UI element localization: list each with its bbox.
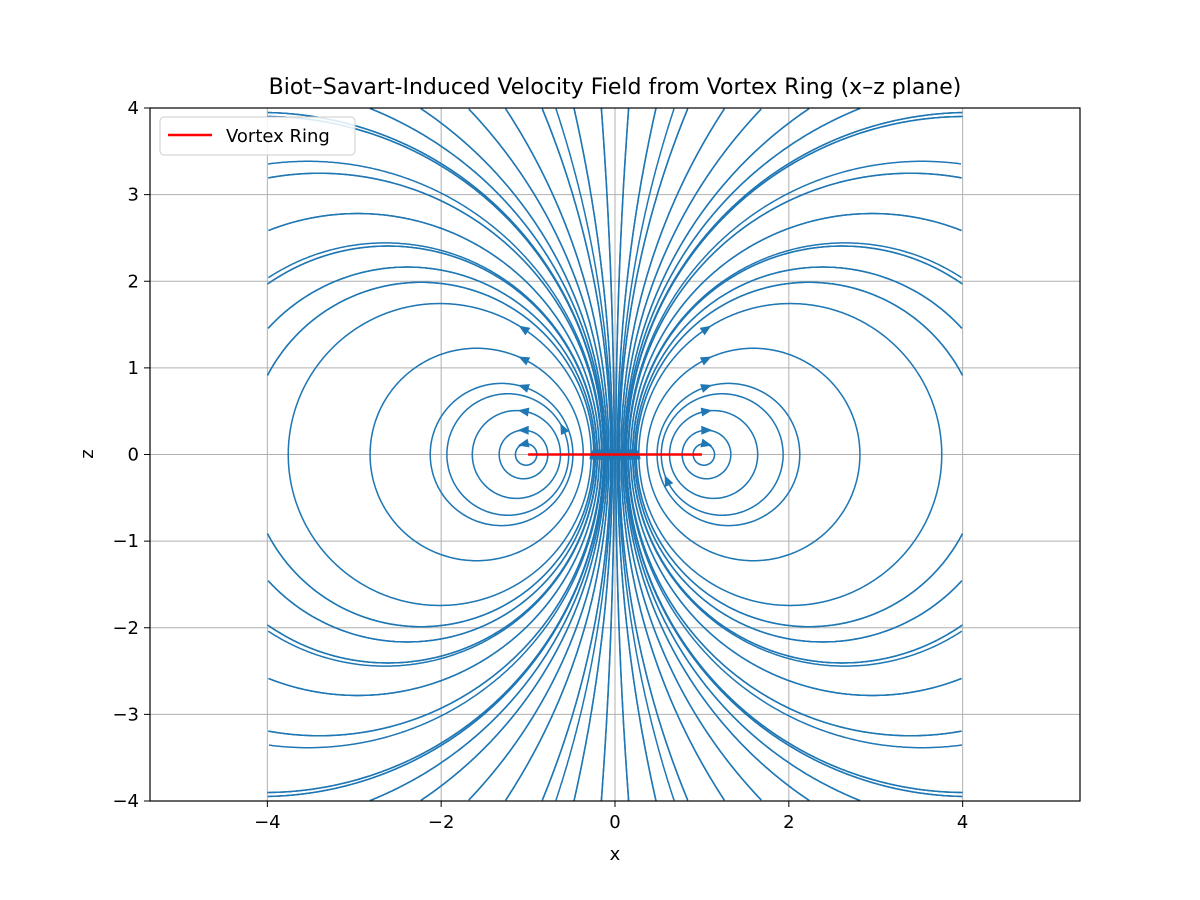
legend-label-vortex-ring: Vortex Ring [226,126,330,147]
stream-arrow [699,356,712,366]
stream-arrow [517,407,530,417]
stream-arrow [517,438,530,448]
stream-arrow [700,384,713,393]
y-tick-label: 1 [128,358,139,379]
stream-arrow [700,438,713,448]
stream-arrow [517,425,529,435]
y-tick-label: 0 [128,445,139,466]
y-axis-label: z [77,449,98,458]
x-axis-label: x [610,844,621,865]
y-tick-label: 4 [128,98,139,119]
y-tick-label: 2 [128,271,139,292]
ticks: −4 −2 0 2 4 −4 −3 −2 −1 0 1 2 3 4 [112,98,968,833]
y-tick-label: −2 [112,618,139,639]
stream-arrow [699,325,712,336]
x-tick-label: 2 [783,812,794,833]
stream-arrow [518,325,531,336]
stream-arrow [560,423,570,435]
stream-arrow [517,384,530,393]
y-tick-label: −4 [112,791,139,812]
x-tick-label: 4 [957,812,968,833]
chart-title: Biot–Savart-Induced Velocity Field from … [269,75,962,100]
legend-box [159,116,356,156]
y-tick-label: 3 [128,185,139,206]
x-tick-label: −2 [428,812,455,833]
stream-arrow [664,475,674,487]
y-tick-label: −1 [112,531,139,552]
stream-arrow [700,407,713,417]
stream-arrow [518,356,531,366]
x-tick-label: 0 [609,812,620,833]
legend: Vortex Ring [159,116,356,156]
x-tick-label: −4 [254,812,281,833]
stream-arrow [701,425,713,435]
y-tick-label: −3 [112,704,139,725]
